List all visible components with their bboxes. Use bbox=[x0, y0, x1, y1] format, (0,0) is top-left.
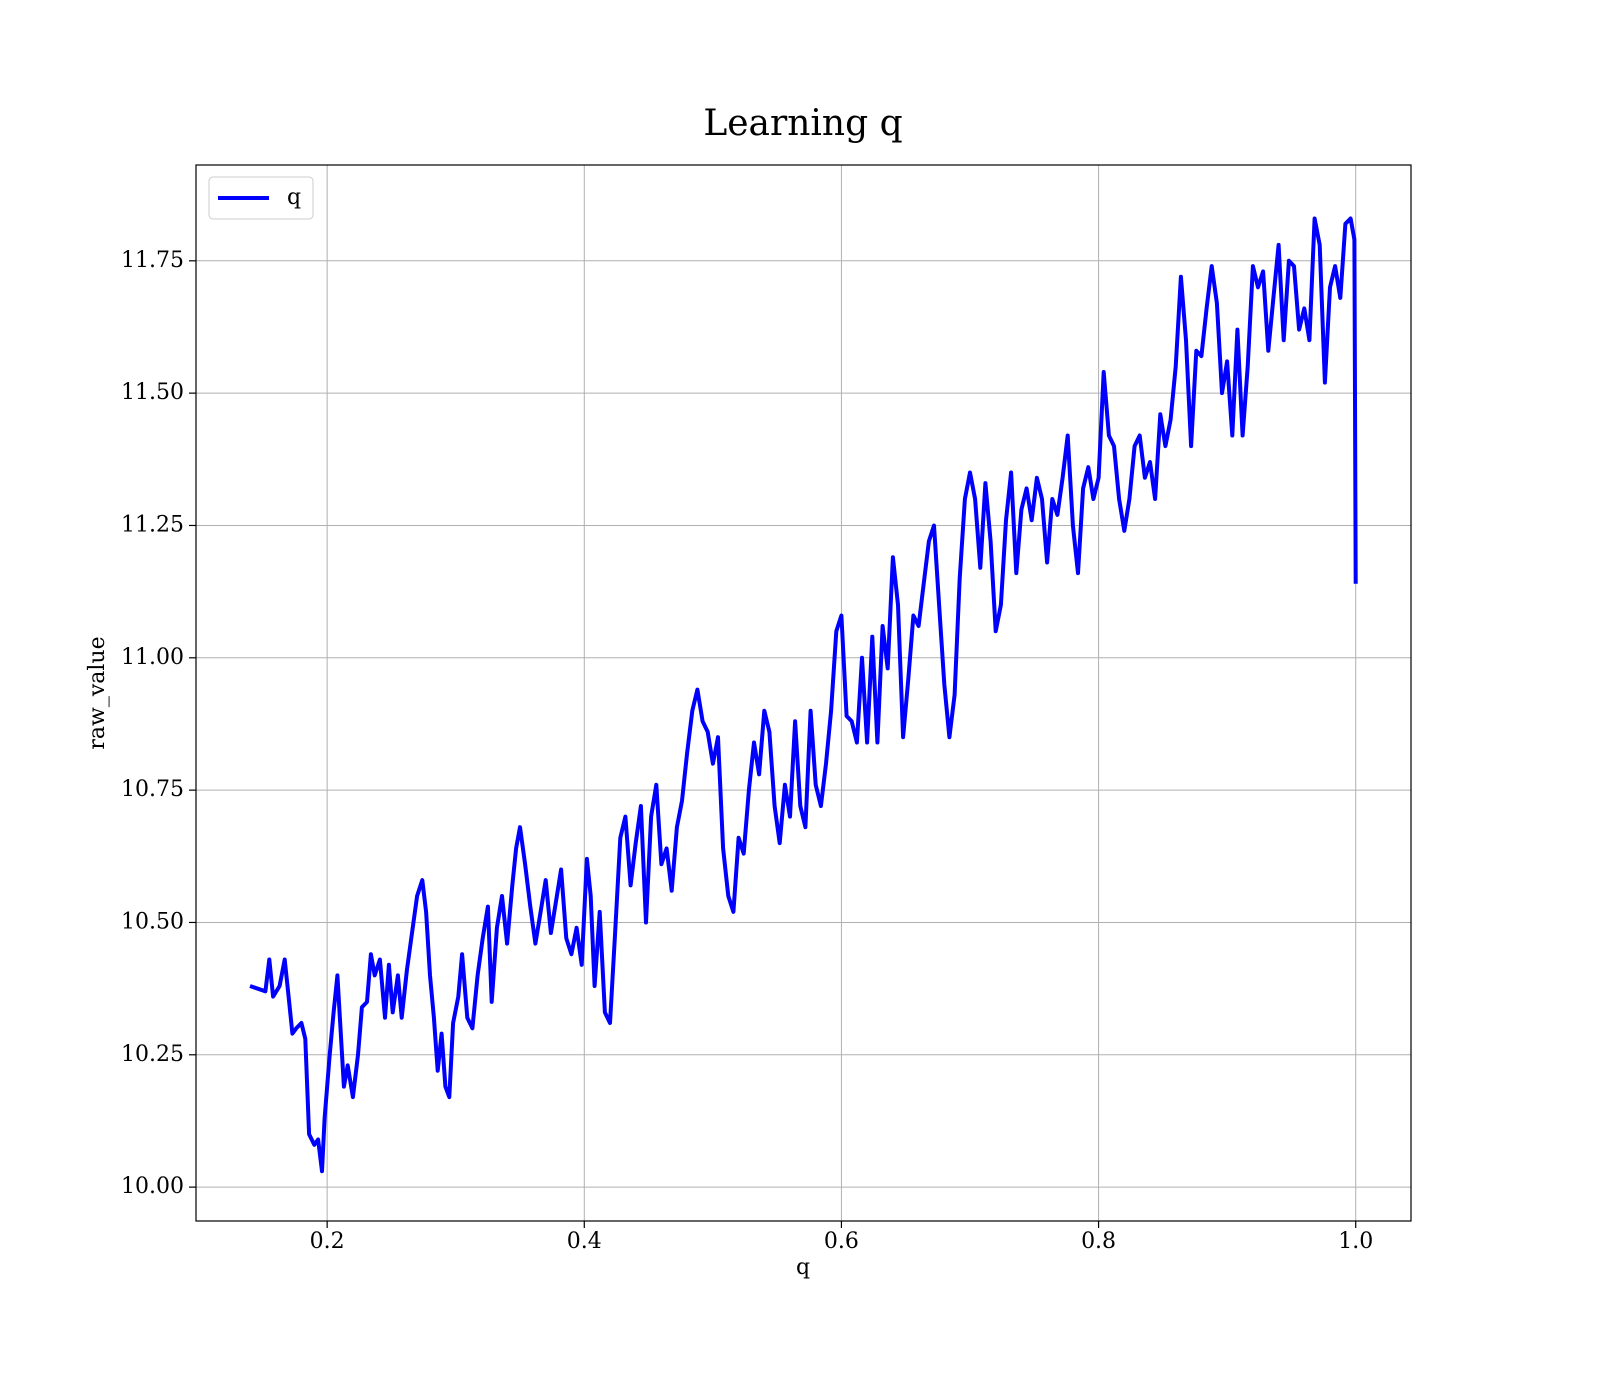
y-tick-label: 10.00 bbox=[121, 1174, 184, 1199]
x-tick-label: 0.6 bbox=[824, 1229, 859, 1254]
data-line bbox=[249, 216, 1358, 1174]
y-tick-label: 10.50 bbox=[121, 909, 184, 934]
legend-label: q bbox=[287, 185, 301, 210]
y-tick-label: 10.25 bbox=[121, 1042, 184, 1067]
x-axis-label: q bbox=[796, 1255, 810, 1280]
plot-frame bbox=[195, 164, 1412, 1222]
x-tick-label: 0.4 bbox=[567, 1229, 602, 1254]
y-tick-label: 11.75 bbox=[121, 248, 184, 273]
y-axis-label: raw_value bbox=[85, 636, 110, 749]
x-tick-label: 0.8 bbox=[1081, 1229, 1116, 1254]
x-tick-label: 0.2 bbox=[310, 1229, 345, 1254]
y-tick-label: 11.50 bbox=[121, 380, 184, 405]
y-tick-label: 11.00 bbox=[121, 645, 184, 670]
y-tick-label: 10.75 bbox=[121, 777, 184, 802]
x-tick-label: 1.0 bbox=[1338, 1229, 1373, 1254]
y-tick-label: 11.25 bbox=[121, 512, 184, 537]
chart-title: Learning q bbox=[703, 103, 902, 144]
